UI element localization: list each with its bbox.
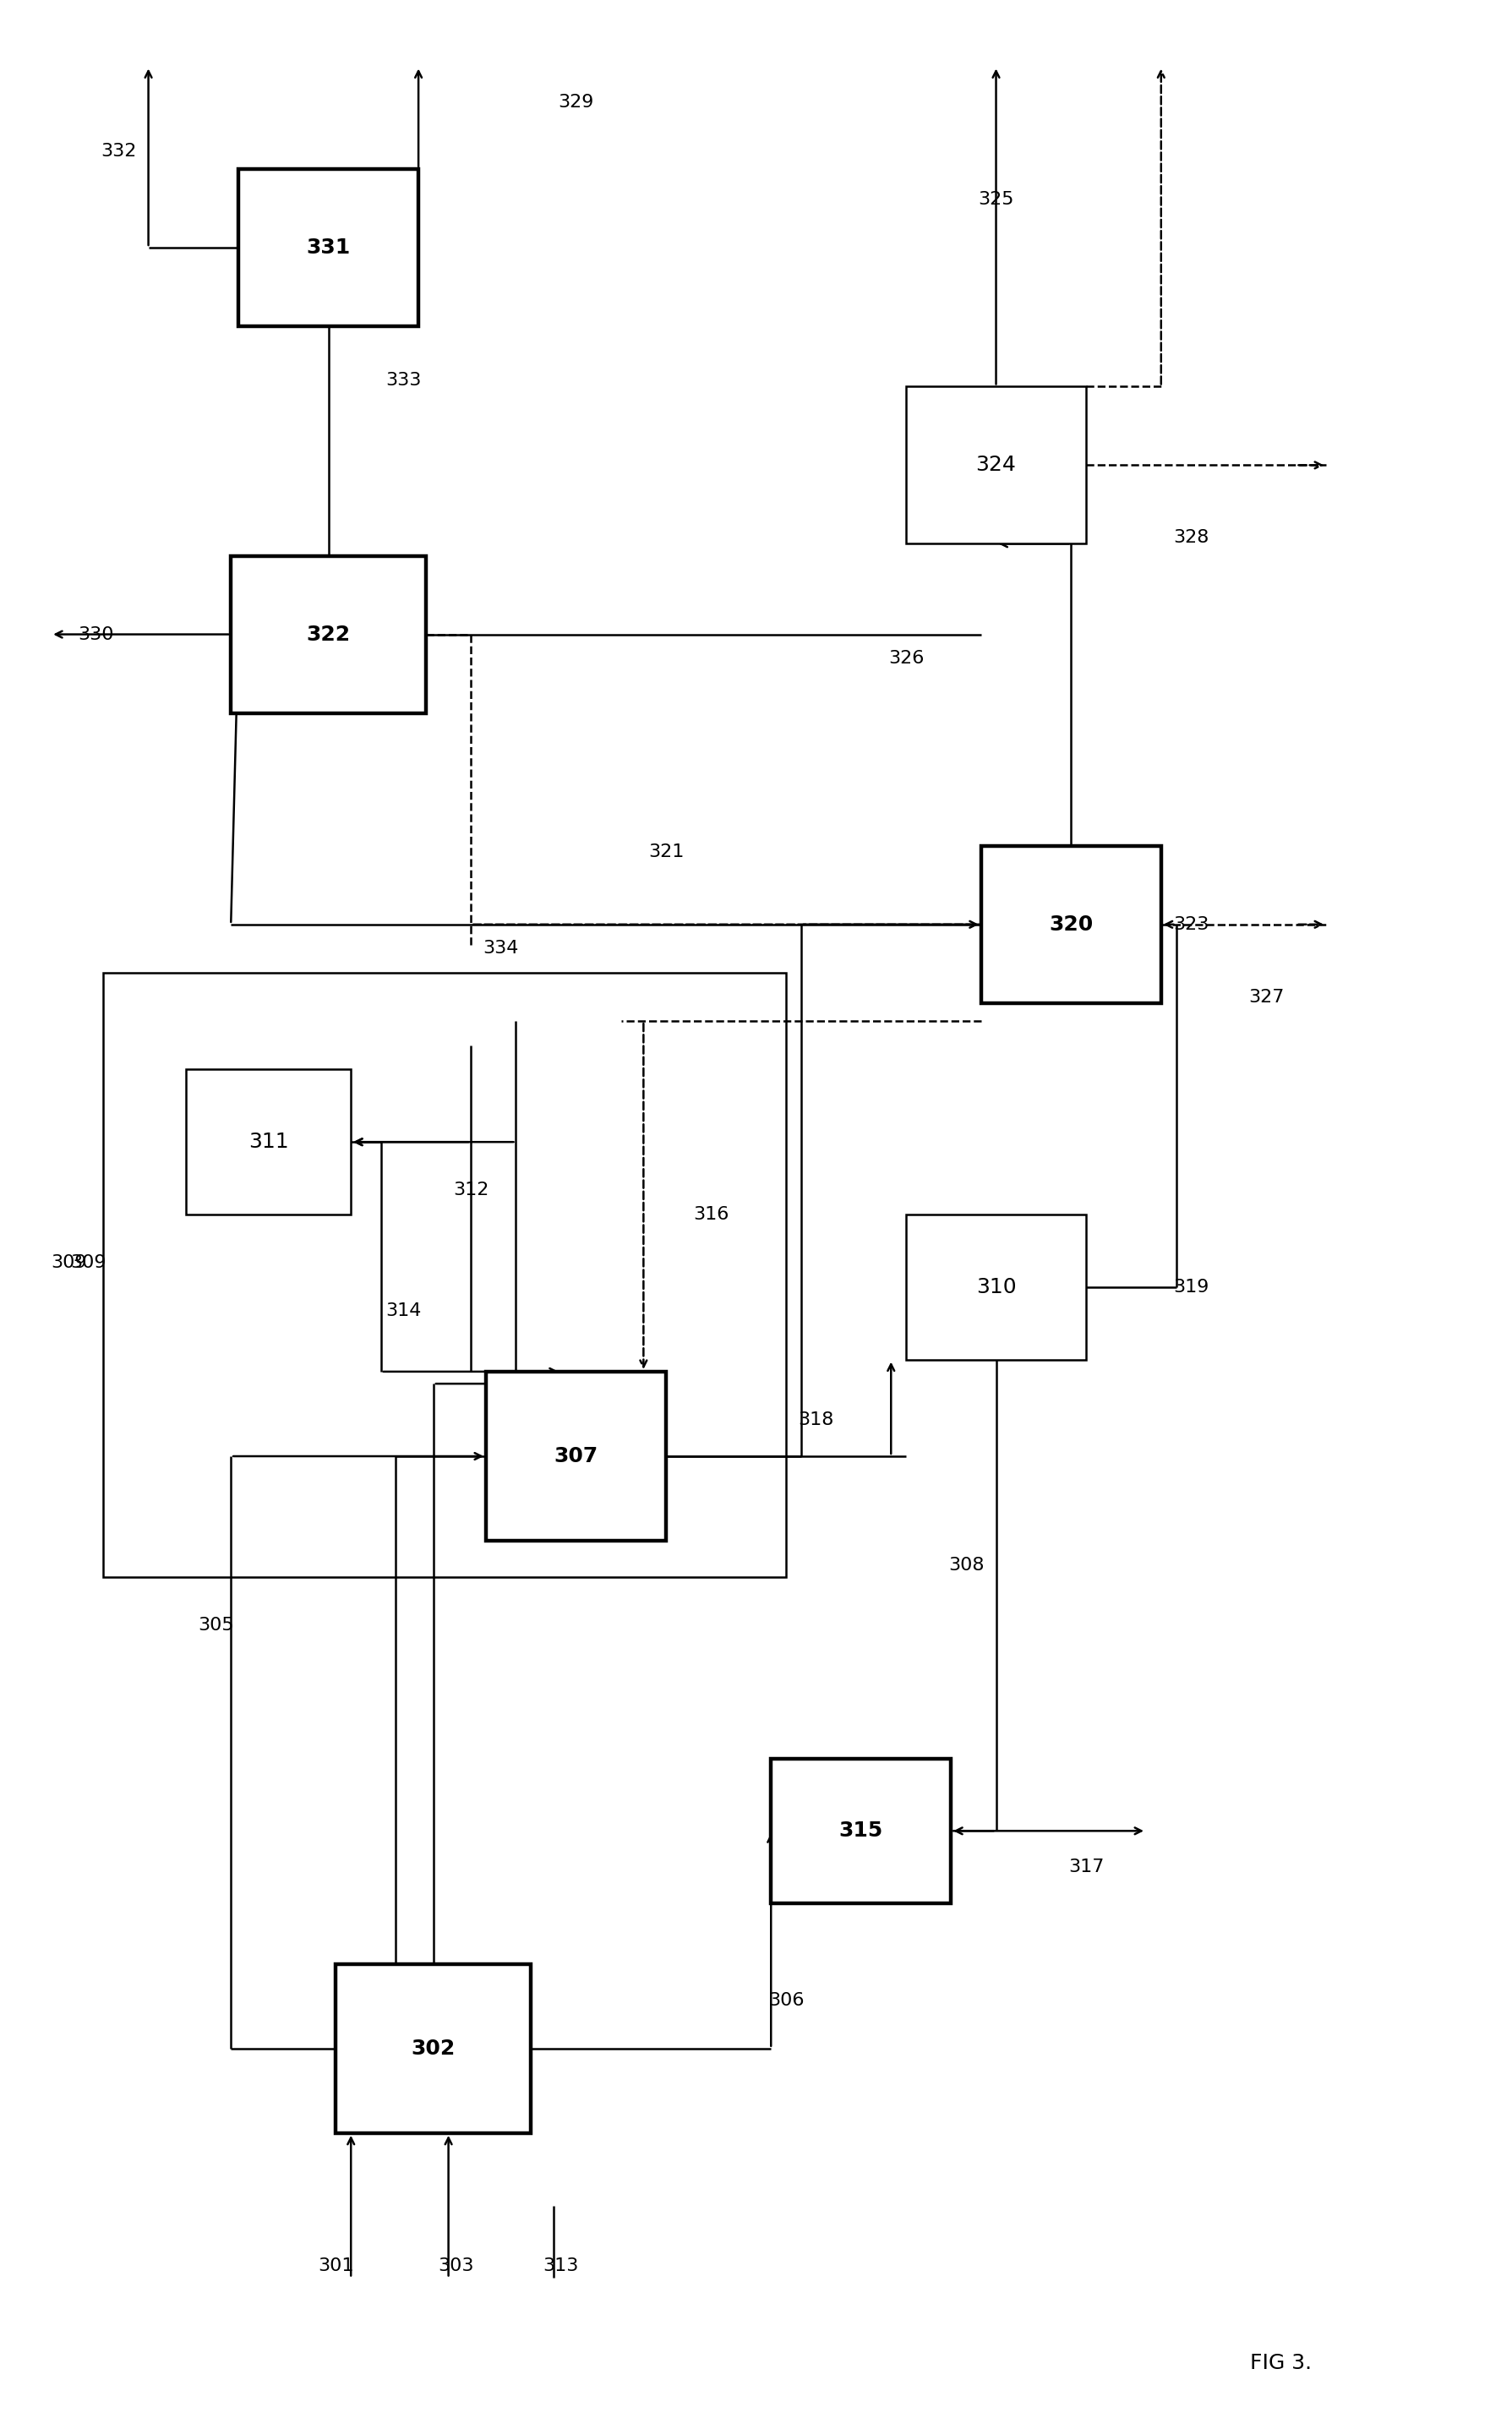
- Text: 320: 320: [1049, 913, 1093, 935]
- Text: 301: 301: [318, 2257, 354, 2274]
- Text: 310: 310: [975, 1278, 1016, 1297]
- Text: 315: 315: [839, 1822, 883, 1841]
- Text: 334: 334: [482, 940, 519, 957]
- Text: 311: 311: [248, 1132, 289, 1151]
- Bar: [231, 556, 426, 714]
- Text: 308: 308: [948, 1557, 984, 1574]
- Text: 302: 302: [411, 2038, 455, 2060]
- Bar: [906, 1214, 1086, 1360]
- Text: 312: 312: [454, 1183, 488, 1200]
- Text: 323: 323: [1173, 916, 1210, 933]
- Text: 309: 309: [71, 1253, 106, 1270]
- Bar: [771, 1759, 951, 1904]
- Text: 307: 307: [553, 1445, 599, 1467]
- Text: FIG 3.: FIG 3.: [1250, 2354, 1312, 2373]
- Bar: [186, 1069, 351, 1214]
- Text: 328: 328: [1173, 530, 1210, 547]
- Text: 322: 322: [307, 624, 351, 644]
- Text: 305: 305: [198, 1618, 234, 1635]
- Text: 326: 326: [888, 651, 924, 668]
- Text: 331: 331: [307, 238, 351, 257]
- Text: 303: 303: [438, 2257, 473, 2274]
- Text: 314: 314: [386, 1302, 422, 1319]
- Text: 309: 309: [51, 1253, 86, 1270]
- Bar: [485, 1372, 665, 1540]
- Text: 325: 325: [978, 192, 1015, 209]
- Text: 319: 319: [1173, 1278, 1210, 1295]
- Bar: [103, 972, 786, 1576]
- Bar: [981, 845, 1161, 1003]
- Text: 329: 329: [558, 95, 594, 112]
- Text: 321: 321: [649, 843, 683, 860]
- Text: 318: 318: [798, 1411, 835, 1428]
- Text: 317: 317: [1067, 1858, 1104, 1875]
- Text: 327: 327: [1249, 989, 1284, 1006]
- Bar: [239, 170, 419, 325]
- Text: 324: 324: [975, 454, 1016, 476]
- Text: 316: 316: [692, 1207, 729, 1222]
- Text: 333: 333: [386, 372, 422, 389]
- Text: 332: 332: [100, 143, 136, 160]
- Bar: [906, 386, 1086, 544]
- Text: 306: 306: [768, 1992, 804, 2009]
- Bar: [336, 1965, 531, 2133]
- Text: 313: 313: [543, 2257, 579, 2274]
- Text: 330: 330: [79, 627, 113, 644]
